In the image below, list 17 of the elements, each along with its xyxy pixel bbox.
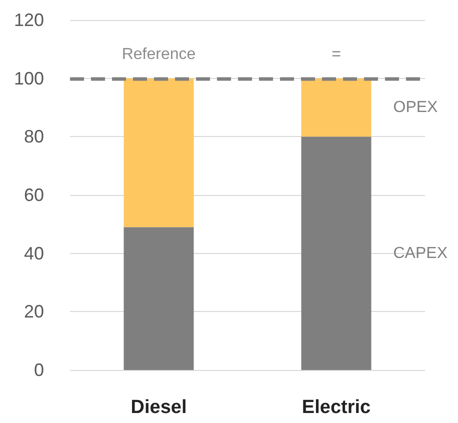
annotation: =: [332, 46, 341, 63]
y-tick-label: 60: [24, 185, 44, 205]
series-label: OPEX: [393, 99, 438, 116]
y-tick-label: 80: [24, 126, 44, 147]
x-tick-label: Diesel: [130, 397, 187, 418]
bar: [124, 227, 194, 370]
annotation: Reference: [122, 46, 196, 63]
y-tick-label: 120: [14, 10, 44, 30]
bar: [301, 136, 372, 370]
y-tick-label: 40: [24, 243, 44, 264]
y-tick-label: 0: [34, 360, 44, 380]
series-label: CAPEX: [393, 244, 448, 262]
y-tick-label: 20: [24, 302, 44, 322]
bar: [301, 78, 372, 137]
x-tick-label: Electric: [302, 397, 372, 418]
y-tick-label: 100: [14, 68, 44, 88]
bar: [124, 78, 194, 228]
